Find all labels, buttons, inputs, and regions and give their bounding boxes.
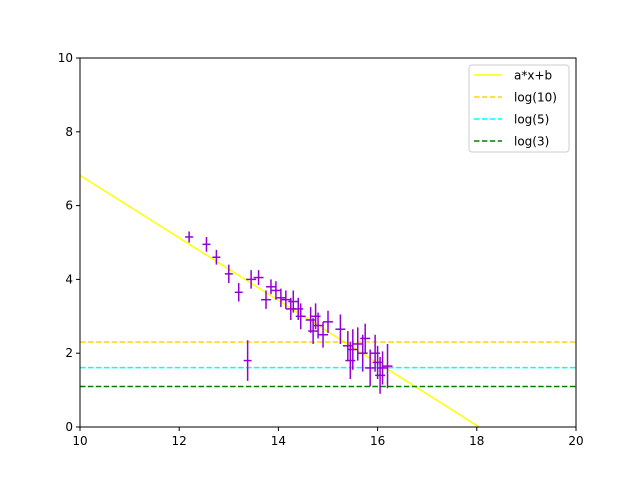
data-point	[224, 264, 233, 284]
data-point	[202, 236, 211, 252]
data-point	[382, 343, 393, 389]
legend-label-3: log(3)	[514, 135, 549, 149]
x-tick-label: 20	[568, 434, 583, 448]
data-point	[308, 318, 319, 344]
data-point	[275, 288, 286, 308]
data-point	[372, 345, 383, 380]
data-point	[266, 279, 276, 295]
data-point	[295, 303, 306, 330]
data-point	[243, 340, 252, 381]
data-point	[352, 327, 363, 361]
data-point	[377, 351, 388, 385]
data-point	[280, 290, 291, 309]
data-point	[212, 249, 221, 265]
data-point	[185, 231, 194, 243]
axes-frame	[79, 57, 577, 428]
points-layer	[185, 231, 393, 394]
legend-box	[468, 64, 570, 153]
data-point	[253, 270, 264, 285]
data-point	[270, 281, 281, 300]
x-tick-label: 18	[469, 434, 484, 448]
x-tick-label: 16	[370, 434, 385, 448]
data-point	[246, 270, 257, 289]
y-tick-label: 10	[58, 51, 73, 65]
data-point	[360, 323, 371, 354]
y-axis: 0 2 4 6 8 10	[58, 51, 80, 434]
data-point	[345, 342, 356, 380]
x-tick-label: 14	[271, 434, 286, 448]
data-point	[347, 329, 358, 370]
data-point	[318, 321, 328, 348]
x-axis: 10 12 14 16 18 20	[72, 427, 584, 448]
data-point	[305, 307, 316, 333]
x-tick-label: 12	[172, 434, 187, 448]
legend-label-0: a*x+b	[514, 69, 552, 83]
legend-label-1: log(10)	[514, 91, 557, 105]
data-point	[335, 314, 346, 344]
data-point	[365, 349, 376, 387]
y-tick-label: 2	[65, 346, 73, 360]
y-tick-label: 4	[65, 272, 73, 286]
x-tick-label: 10	[72, 434, 87, 448]
series-layer	[80, 174, 576, 427]
y-tick-label: 0	[65, 420, 73, 434]
data-point	[357, 334, 368, 372]
y-tick-label: 6	[65, 199, 73, 213]
data-point	[323, 310, 333, 333]
legend: a*x+b log(10) log(5) log(3)	[468, 64, 570, 153]
data-point	[261, 290, 271, 309]
data-point	[370, 334, 381, 372]
data-point	[342, 331, 353, 361]
series-line-0	[80, 174, 480, 427]
data-point	[375, 356, 386, 394]
legend-label-2: log(5)	[514, 113, 549, 127]
y-tick-label: 8	[65, 125, 73, 139]
data-point	[234, 283, 243, 302]
